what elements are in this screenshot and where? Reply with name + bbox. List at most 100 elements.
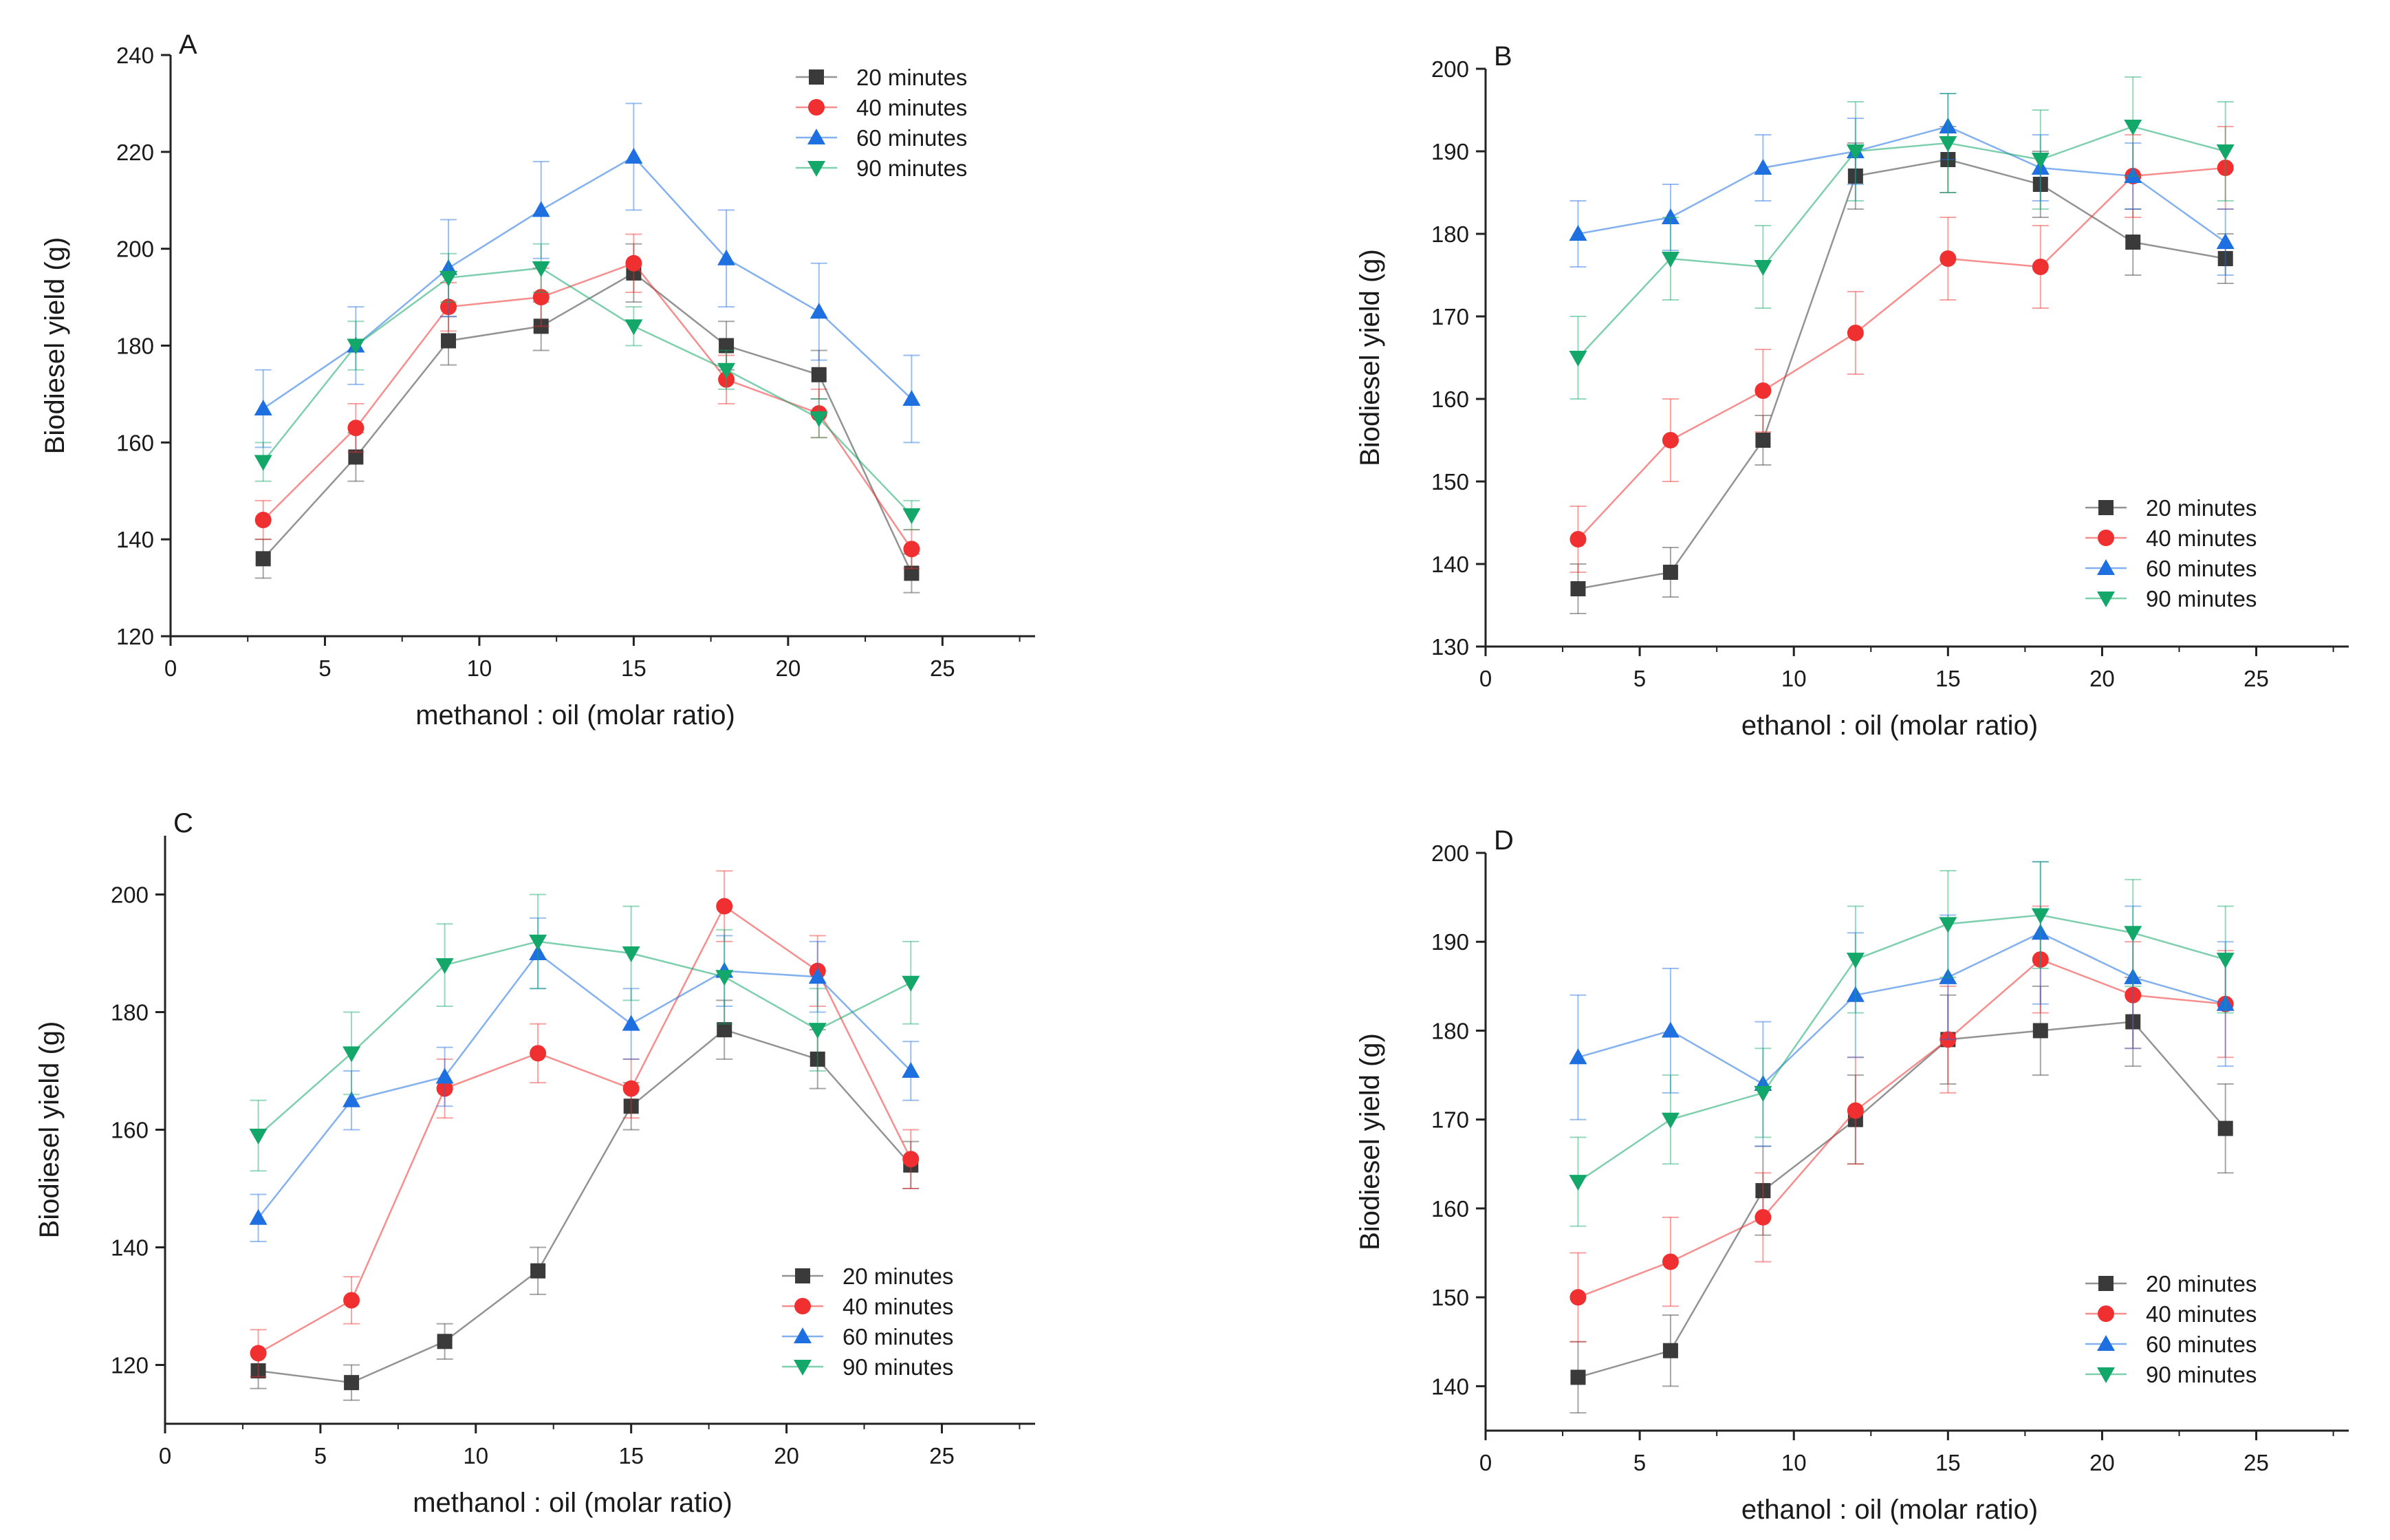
data-point	[344, 1375, 360, 1391]
legend-label: 40 minutes	[856, 95, 967, 120]
data-point	[810, 303, 828, 319]
data-point	[1939, 968, 1957, 984]
x-tick-label: 25	[930, 655, 955, 681]
x-axis-title: methanol : oil (molar ratio)	[413, 1488, 732, 1518]
legend-label: 90 minutes	[2146, 1362, 2257, 1387]
data-point	[718, 371, 735, 388]
data-point	[808, 1023, 827, 1039]
x-tick-label: 15	[618, 1443, 644, 1468]
data-point	[1569, 531, 1587, 547]
series-line	[258, 1028, 912, 1384]
y-tick-label: 180	[111, 1000, 149, 1026]
data-point	[902, 389, 921, 406]
data-point	[2125, 1014, 2141, 1030]
legend-marker	[2098, 530, 2114, 546]
legend-label: 90 minutes	[2146, 586, 2257, 611]
data-point	[1847, 169, 1863, 184]
data-point	[624, 147, 643, 164]
data-point	[250, 1363, 266, 1379]
data-point	[437, 1334, 453, 1349]
series-40-minutes	[254, 233, 920, 570]
data-point	[2217, 251, 2233, 266]
data-point	[249, 1208, 268, 1225]
legend-label: 20 minutes	[843, 1264, 953, 1289]
data-point	[810, 1051, 825, 1067]
series-line	[1577, 166, 2226, 540]
data-point	[622, 946, 640, 962]
y-tick-label: 180	[1431, 1018, 1469, 1043]
data-point	[1569, 351, 1587, 367]
legend-marker	[807, 129, 825, 144]
data-point	[1754, 260, 1772, 276]
y-tick-label: 200	[1431, 841, 1469, 866]
x-axis-title: ethanol : oil (molar ratio)	[1741, 1495, 2038, 1525]
series-line	[262, 267, 913, 516]
legend: 20 minutes 40 minutes 60 minutes 90 minutes	[2085, 1271, 2257, 1387]
series-line	[1578, 958, 2226, 1299]
series-line	[1578, 125, 2226, 243]
data-point	[343, 1091, 361, 1107]
data-point	[1755, 1183, 1771, 1199]
y-tick-label: 200	[1431, 56, 1469, 82]
data-point	[1846, 986, 1865, 1002]
y-tick-label: 180	[116, 334, 154, 359]
data-point	[2217, 1120, 2233, 1136]
data-point	[1939, 136, 1957, 152]
legend-label: 20 minutes	[2146, 495, 2257, 521]
panel-label: C	[173, 808, 193, 838]
x-tick-label: 20	[2089, 666, 2115, 691]
data-point	[530, 1263, 546, 1279]
data-point	[1569, 225, 1587, 241]
y-axis-title: Biodiesel yield (g)	[1355, 1033, 1385, 1250]
data-point	[902, 975, 920, 992]
data-point	[717, 362, 736, 379]
y-tick-label: 160	[111, 1118, 149, 1143]
legend-label: 90 minutes	[856, 155, 967, 181]
series-40-minutes	[1569, 126, 2234, 573]
data-point	[2216, 995, 2235, 1011]
x-tick-label: 10	[1781, 666, 1807, 691]
legend-label: 40 minutes	[2146, 1301, 2257, 1327]
data-point	[533, 318, 549, 334]
series-line	[1577, 125, 2226, 358]
x-tick-label: 15	[1935, 666, 1961, 691]
legend-label: 60 minutes	[843, 1324, 953, 1349]
data-point	[250, 1345, 267, 1362]
y-tick-label: 150	[1431, 1285, 1469, 1310]
legend: 20 minutes 40 minutes 60 minutes 90 minutes	[796, 65, 967, 181]
data-point	[622, 1015, 640, 1031]
x-tick-label: 10	[467, 655, 492, 681]
data-point	[903, 541, 920, 558]
series-60-minutes	[1569, 860, 2235, 1147]
data-point	[2032, 259, 2049, 275]
legend-label: 20 minutes	[856, 65, 967, 90]
legend: 20 minutes 40 minutes 60 minutes 90 minutes	[782, 1264, 953, 1380]
legend-marker	[795, 1268, 810, 1283]
x-tick-label: 10	[463, 1443, 488, 1468]
data-point	[715, 970, 734, 986]
data-point	[1662, 1343, 1678, 1358]
y-tick-label: 130	[1431, 634, 1469, 660]
legend-label: 60 minutes	[2146, 1332, 2257, 1357]
data-point	[902, 1151, 920, 1168]
series-90-minutes	[254, 243, 921, 531]
chart-panel-a: 0 5 10 15 20 25 120 140 160 180 200 220 240 methanol …	[40, 30, 1035, 730]
y-tick-label: 140	[116, 527, 154, 552]
y-axis-title: Biodiesel yield (g)	[1355, 249, 1385, 466]
y-tick-label: 200	[111, 882, 149, 908]
series-line	[1578, 931, 2226, 1085]
data-point	[532, 261, 550, 277]
data-point	[343, 1292, 360, 1309]
data-point	[436, 1080, 453, 1097]
data-point	[1570, 581, 1586, 596]
x-tick-label: 10	[1781, 1450, 1807, 1475]
y-tick-label: 160	[1431, 387, 1469, 412]
data-point	[347, 420, 365, 437]
data-point	[716, 898, 733, 915]
data-point	[249, 1129, 268, 1145]
series-90-minutes	[1569, 860, 2235, 1227]
data-point	[435, 1067, 454, 1084]
series-line	[257, 904, 912, 1354]
y-tick-label: 180	[1431, 221, 1469, 247]
